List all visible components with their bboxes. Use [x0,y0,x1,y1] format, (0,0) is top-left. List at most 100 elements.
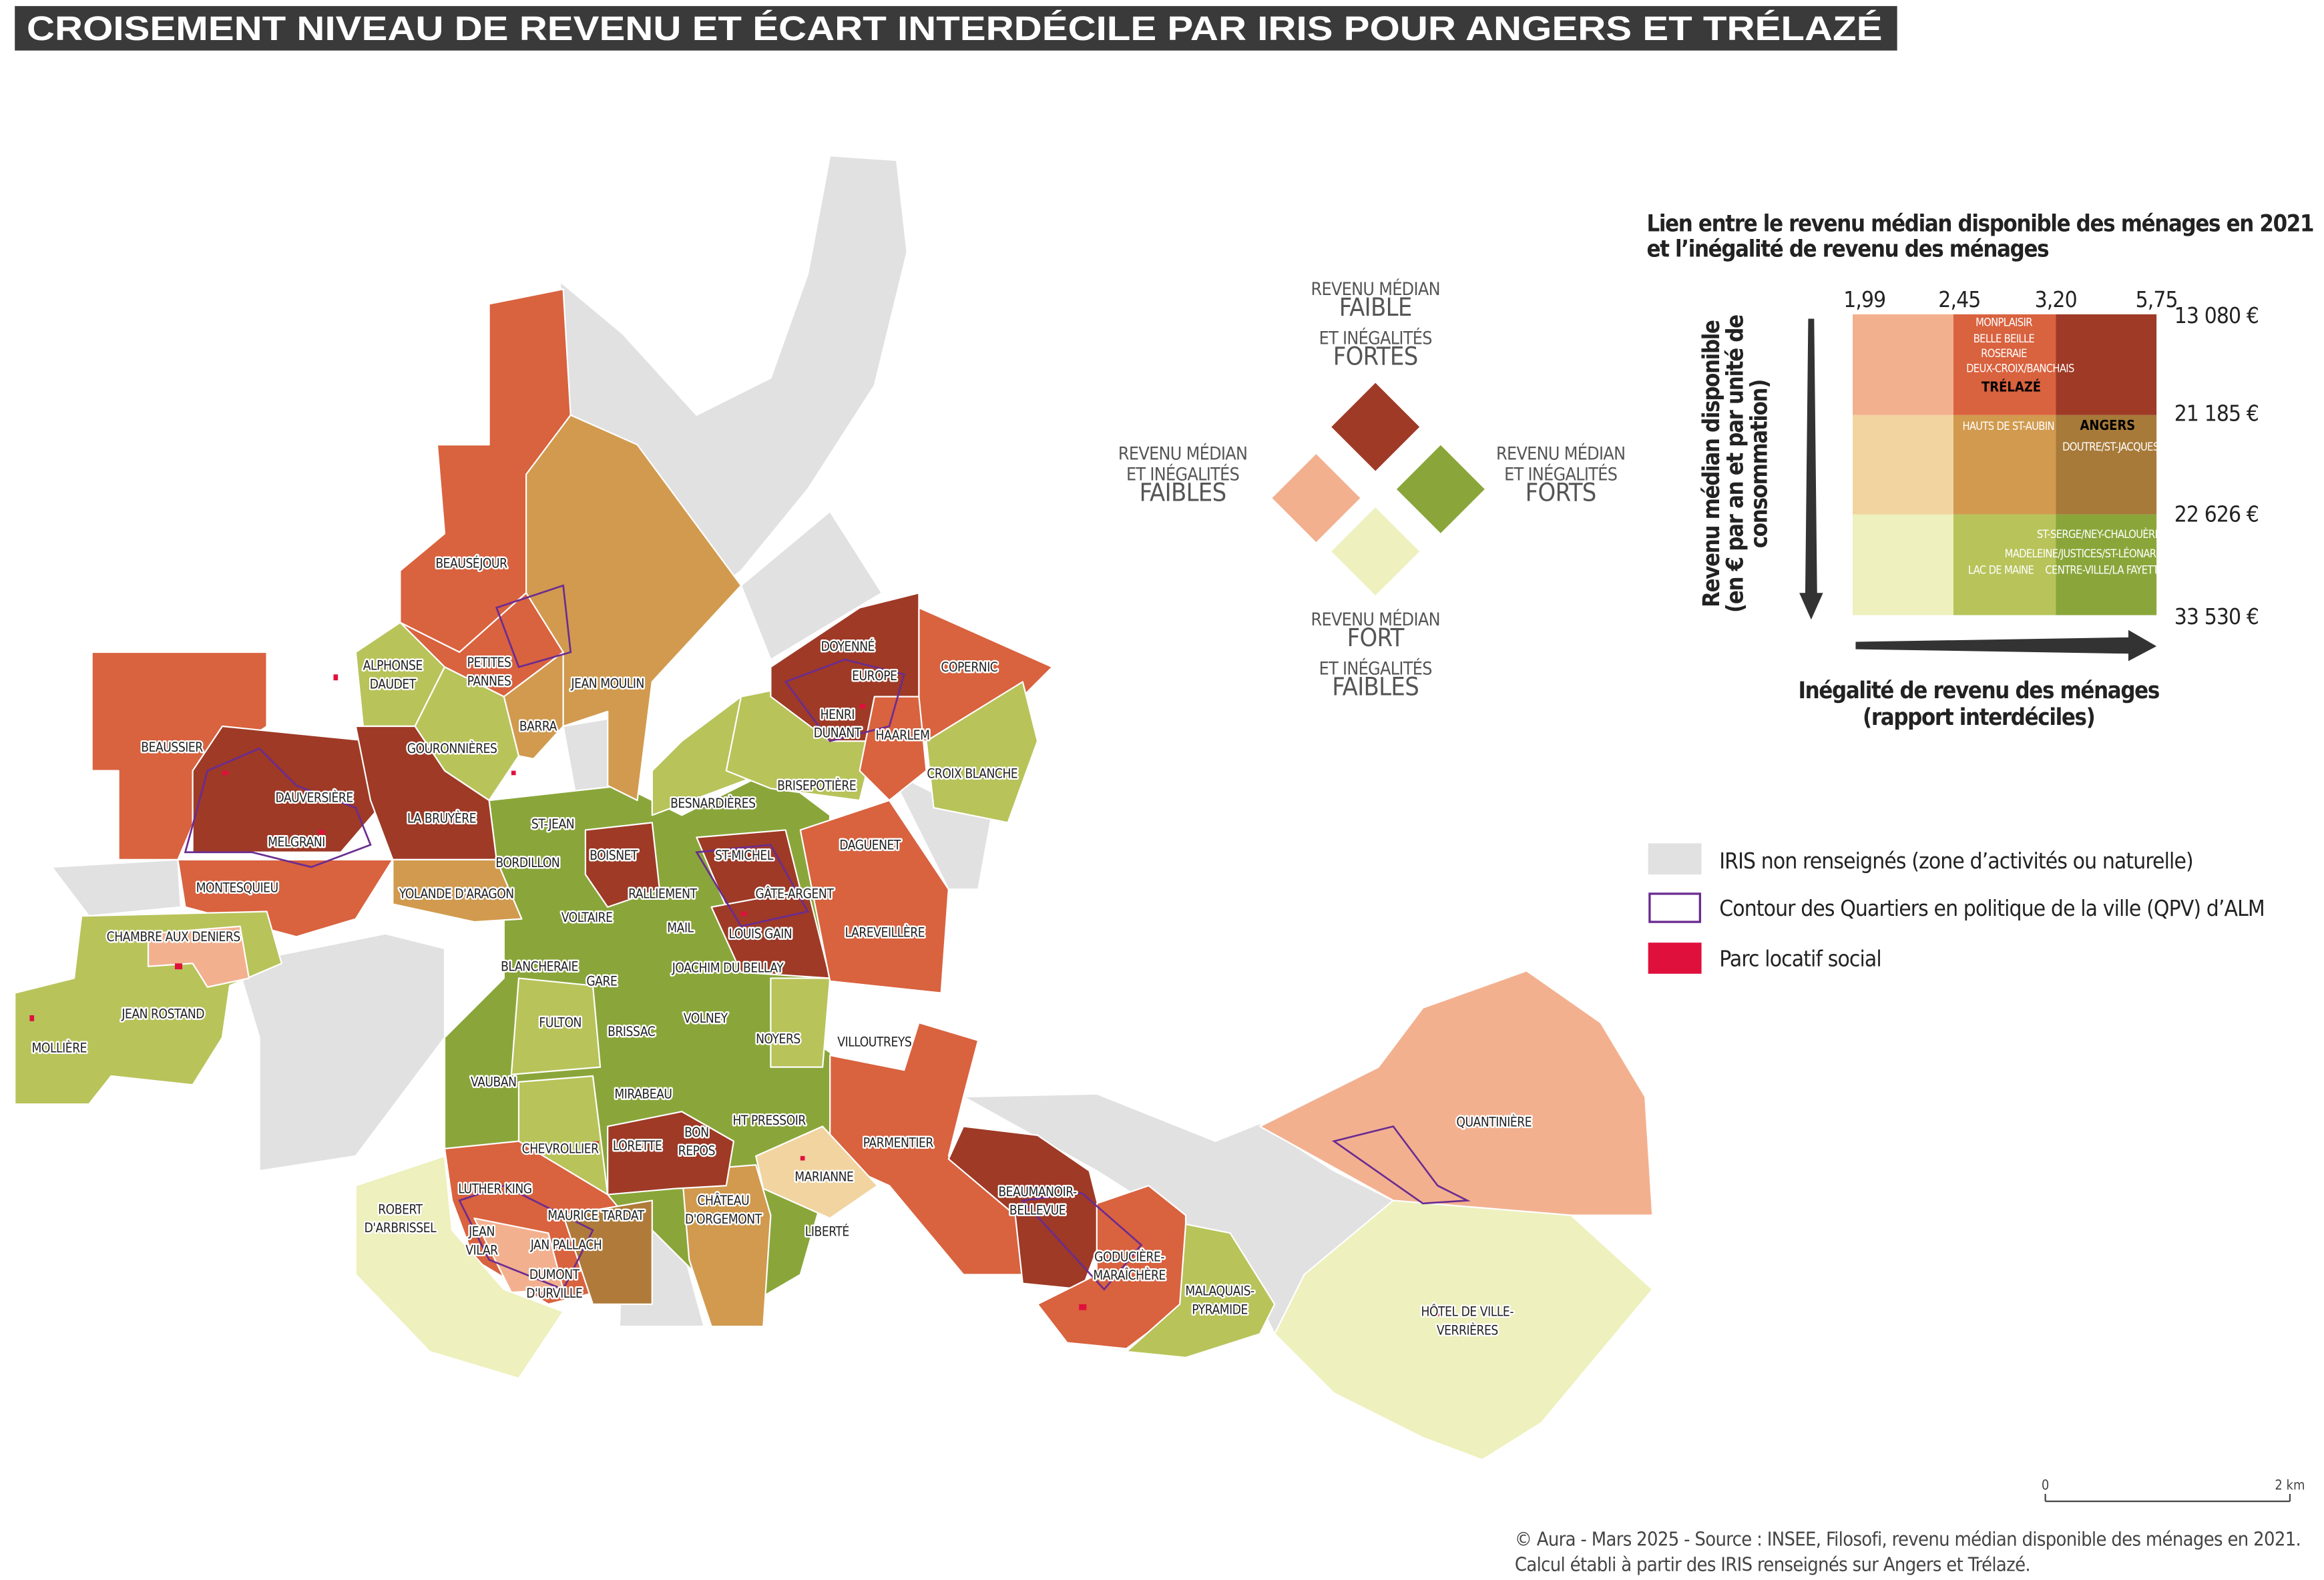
map-label: PARMENTIER [863,1135,934,1151]
cell-label: MADELEINE/JUSTICES/ST-LÉONARD [2005,547,2164,560]
map-label: VERRIÈRES [1437,1322,1498,1338]
diamond-label: FORT [1347,623,1405,652]
scale-bar [2044,1494,2291,1503]
x-tick-label: 1,99 [1843,286,1885,312]
map-label: GODUCIÈRE- [1094,1249,1164,1264]
legend-swatch-qpv [1648,892,1702,923]
diamond-label: REVENU MÉDIAN [1311,278,1440,300]
map-label: DUMONT [529,1267,580,1282]
map-label: BRISEPOTIÈRE [777,778,856,794]
map-label: GÂTE-ARGENT [755,886,834,902]
map-label: HÔTEL DE VILLE- [1421,1304,1514,1320]
cell-label: ANGERS [2080,417,2136,433]
map-label: HENRI [821,707,855,722]
map-label: VAUBAN [471,1075,517,1090]
map-label: JEAN MOULIN [571,676,644,691]
map-label: NOYERS [756,1031,800,1047]
diamond-label: REVENU MÉDIAN [1496,443,1625,464]
map-label: VOLNEY [684,1011,728,1026]
x-arrow [1855,629,2157,662]
map-label: MARIANNE [794,1169,853,1185]
map-label: MAURICE TARDAT [547,1208,644,1223]
legend-label: IRIS non renseignés (zone d’activités ou… [1719,848,2193,874]
source: Calcul établi à partir des IRIS renseign… [1515,1553,2030,1575]
cell [2056,314,2157,415]
map-label: MELGRANI [268,834,325,850]
legend [1648,843,1702,974]
map-label: MALAQUAIS- [1185,1284,1254,1299]
y-tick-label: 21 185 € [2174,401,2259,427]
map-label: GARE [586,974,617,989]
map-label: BARRA [519,719,557,734]
map-label: LA BRUYÈRE [407,810,476,826]
diamond-label: FAIBLE [1339,292,1412,322]
y-tick-label: 22 626 € [2174,501,2259,527]
iris-zones [14,288,1654,1461]
y-axis-title: (en € par an et par unité de [1722,315,1749,613]
map-label: D'ORGEMONT [685,1212,762,1227]
cell-label: DEUX-CROIX/BANCHAIS [1966,362,2074,374]
diamond-label: ET INÉGALITÉS [1319,327,1432,348]
map-label: YOLANDE D'ARAGON [399,886,514,902]
cell [1853,314,1953,415]
map-label: BESNARDIÈRES [670,796,755,811]
source: © Aura - Mars 2025 - Source : INSEE, Fil… [1515,1528,2301,1551]
legend-label: Parc locatif social [1719,946,1881,972]
map-label: BON [684,1125,708,1140]
map-label: BEAUSÉJOUR [435,555,507,571]
qpv-outlines [184,584,1471,1291]
title: CROISEMENT NIVEAU DE REVENU ET ÉCART INT… [27,9,1882,47]
cell-label: ST-SERGE/NEY-CHALOUÈRE [2037,528,2161,541]
cell-label: TRÉLAZÉ [1982,378,2041,394]
map-label: LUTHER KING [458,1181,531,1196]
map-label: DAGUENET [839,837,901,852]
diamond-label: FAIBLES [1140,478,1226,507]
y-arrow [1799,318,1823,620]
map-label: BEAUMANOIR- [998,1184,1077,1200]
legend-label: Contour des Quartiers en politique de la… [1719,895,2265,921]
cell-label: MONPLAISIR [1976,316,2032,329]
cell-label: BELLE BEILLE [1973,332,2035,345]
cell-label: LAC DE MAINE [1968,563,2034,576]
diamond-label: FAIBLES [1332,672,1419,701]
x-axis-title: Inégalité de revenu des ménages [1799,678,2159,704]
cell [1853,415,1953,515]
diamond-high-low [1331,507,1420,596]
diamond-label: ET INÉGALITÉS [1504,464,1617,485]
map-label: BEAUSSIER [141,740,203,755]
scale-label: 2 km [2275,1477,2305,1493]
x-tick-label: 3,20 [2035,286,2077,312]
map-label: MONTESQUIEU [196,880,278,896]
map-label: MAIL [667,920,694,936]
x-tick-label: 5,75 [2136,286,2178,312]
cell [1853,514,1953,615]
cell [2056,415,2157,515]
map-label: ST-MICHEL [715,848,774,863]
legend-swatch-social [1648,943,1702,974]
diamond-label: REVENU MÉDIAN [1118,443,1247,464]
map-label: CHAMBRE AUX DENIERS [107,929,240,945]
diamond-low-low [1272,454,1361,543]
map [14,155,1654,1461]
bivariate-legend [1799,314,2157,662]
map-label: MARAÎCHÈRE [1093,1268,1166,1283]
map-label: LIBERTÉ [805,1224,849,1240]
map-label: ST-JEAN [531,816,574,832]
map-label: D'URVILLE [526,1286,582,1301]
map-label: CROIX BLANCHE [927,766,1017,782]
bivariate-title: et l’inégalité de revenu des ménages [1646,236,2048,262]
map-label: PANNES [467,674,511,689]
social-housing [29,674,1444,1316]
diamond-low-high [1331,382,1420,471]
map-label: JEAN [468,1224,495,1240]
texts: BEAUSÉJOUR ALPHONSE DAUDET PETITES PANNES JEA… [30,211,2314,1576]
map-label: HAARLEM [876,728,930,743]
map-label: QUANTINIÈRE [1456,1114,1532,1129]
map-label: DAUVERSIÈRE [275,790,353,805]
map-label: VILLOUTREYS [837,1035,911,1050]
map-label: DAUDET [370,676,417,692]
bivariate-title: Lien entre le revenu médian disponible d… [1646,211,2313,238]
cell [1953,514,2056,615]
x-axis-title: (rapport interdéciles) [1863,704,2094,731]
map-label: FULTON [539,1015,582,1031]
